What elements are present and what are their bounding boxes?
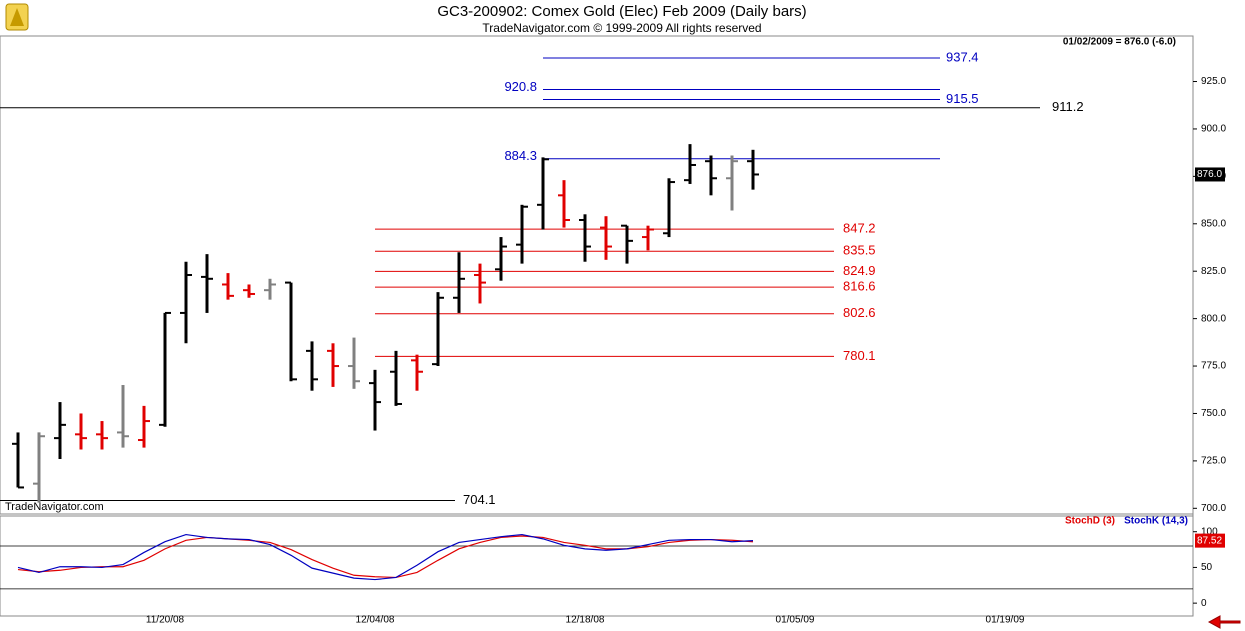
legend-entry: StochD (3) [1065, 516, 1115, 527]
y-tick-label: 800.0 [1201, 313, 1226, 324]
x-tick-label: 01/05/09 [776, 615, 815, 626]
subtitle: TradeNavigator.com © 1999-2009 All right… [482, 21, 761, 35]
y-tick-label: 50 [1201, 562, 1213, 573]
last-value-label: 87.52 [1197, 535, 1222, 546]
y-tick-label: 925.0 [1201, 76, 1226, 87]
level-label: 802.6 [843, 305, 876, 320]
price-info: 01/02/2009 = 876.0 (-6.0) [1063, 37, 1176, 48]
x-tick-label: 01/19/09 [986, 615, 1025, 626]
y-tick-label: 825.0 [1201, 266, 1226, 277]
y-tick-label: 850.0 [1201, 218, 1226, 229]
level-label: 920.8 [504, 79, 537, 94]
y-tick-label: 900.0 [1201, 124, 1226, 135]
logo [5, 3, 29, 31]
level-label: 704.1 [463, 492, 496, 507]
level-label: 847.2 [843, 221, 876, 236]
level-label: 780.1 [843, 348, 876, 363]
scroll-arrow[interactable] [1207, 615, 1241, 629]
level-label: 884.3 [504, 148, 537, 163]
stoch-line [17, 533, 754, 581]
x-tick-label: 11/20/08 [146, 615, 185, 626]
x-tick-label: 12/18/08 [566, 615, 605, 626]
level-label: 816.6 [843, 279, 876, 294]
last-price-label: 876.0 [1197, 169, 1222, 180]
watermark: TradeNavigator.com [5, 501, 104, 513]
legend-entry: StochK (14,3) [1124, 516, 1188, 527]
y-tick-label: 750.0 [1201, 408, 1226, 419]
last-price-box [1195, 167, 1225, 182]
x-tick-label: 12/04/08 [356, 615, 395, 626]
level-label: 937.4 [946, 49, 979, 64]
y-tick-label: 100 [1201, 526, 1218, 537]
level-label: 824.9 [843, 263, 876, 278]
chart-title: GC3-200902: Comex Gold (Elec) Feb 2009 (… [437, 3, 806, 20]
y-tick-label: 775.0 [1201, 361, 1226, 372]
level-label: 911.2 [1052, 99, 1084, 114]
level-label: 835.5 [843, 243, 876, 258]
y-tick-label: 700.0 [1201, 503, 1226, 514]
y-tick-label: 0 [1201, 598, 1207, 609]
last-value-box [1195, 533, 1225, 548]
price-panel [0, 35, 1194, 515]
stoch-panel [0, 515, 1194, 617]
y-tick-label: 725.0 [1201, 456, 1226, 467]
level-label: 915.5 [946, 91, 979, 106]
